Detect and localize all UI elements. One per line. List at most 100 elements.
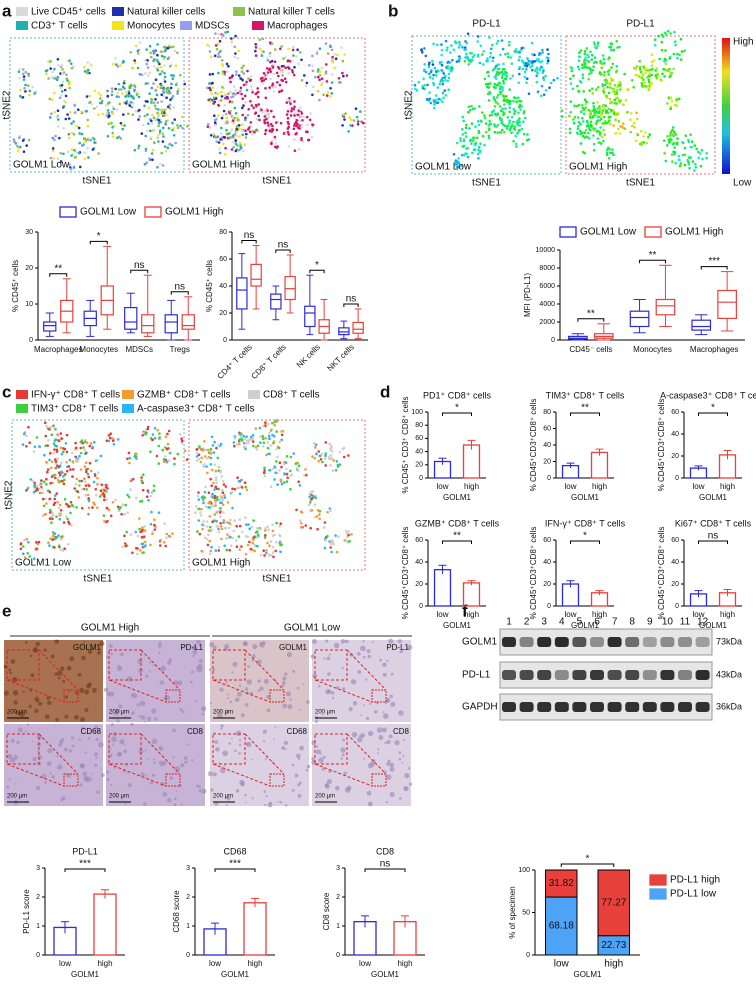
cell-point — [72, 468, 75, 471]
cell-point — [571, 70, 574, 73]
cell-point — [536, 71, 539, 74]
cell-point — [428, 91, 431, 94]
cell-point — [172, 46, 175, 49]
ihc-texture — [131, 693, 134, 696]
ihc-texture — [389, 792, 394, 797]
cell-point — [459, 44, 462, 47]
cell-point — [458, 46, 461, 49]
cell-point — [215, 511, 218, 514]
cell-point — [600, 66, 603, 69]
cell-point — [252, 438, 255, 441]
cell-point — [620, 99, 623, 102]
ihc-texture — [341, 639, 346, 644]
cell-point — [688, 163, 691, 166]
cell-point — [503, 82, 506, 85]
y-tick-label: 2000 — [539, 319, 555, 326]
cell-point — [534, 60, 537, 63]
cell-point — [487, 75, 490, 78]
cell-point — [210, 546, 213, 549]
cell-point — [298, 120, 301, 123]
cell-point — [653, 59, 656, 62]
cell-point — [126, 458, 129, 461]
ihc-texture — [104, 688, 109, 693]
cell-point — [234, 117, 237, 120]
cell-point — [105, 490, 108, 493]
cell-point — [214, 55, 217, 58]
cell-point — [241, 439, 244, 442]
cell-point — [54, 111, 57, 114]
cell-point — [293, 66, 296, 69]
cell-point — [518, 73, 521, 76]
ihc-texture — [160, 680, 164, 684]
cell-point — [597, 107, 600, 110]
cell-point — [99, 495, 102, 498]
cell-point — [331, 73, 334, 76]
cell-point — [665, 62, 668, 65]
cell-point — [271, 524, 274, 527]
cell-point — [443, 89, 446, 92]
cell-point — [218, 141, 221, 144]
cell-point — [331, 92, 334, 95]
cell-point — [569, 131, 572, 134]
blot-band — [625, 637, 639, 647]
cell-point — [524, 71, 527, 74]
cell-point — [136, 553, 139, 556]
cell-point — [328, 540, 331, 543]
cell-point — [331, 539, 334, 542]
cell-point — [609, 98, 612, 101]
cell-point — [619, 84, 622, 87]
cell-point — [635, 66, 638, 69]
map-label: GOLM1 Low — [13, 160, 70, 171]
cell-point — [430, 71, 433, 74]
cell-point — [267, 447, 270, 450]
ihc-texture — [282, 681, 286, 685]
cell-point — [539, 67, 542, 70]
cell-point — [296, 467, 299, 470]
cell-point — [278, 90, 281, 93]
cell-point — [448, 73, 451, 76]
cell-point — [209, 506, 212, 509]
cell-point — [494, 105, 497, 108]
blot-band — [520, 637, 534, 647]
cell-point — [280, 79, 283, 82]
cell-point — [171, 122, 174, 125]
cell-point — [473, 54, 476, 57]
cell-point — [157, 61, 160, 64]
cell-point — [428, 99, 431, 102]
cell-point — [153, 117, 156, 120]
cell-point — [47, 468, 50, 471]
y-tick-label: 40 — [219, 283, 227, 290]
cell-point — [676, 137, 679, 140]
cell-point — [43, 480, 46, 483]
cell-point — [62, 447, 65, 450]
cell-point — [220, 99, 223, 102]
cell-point — [87, 473, 90, 476]
bar — [94, 894, 116, 955]
cell-point — [156, 94, 159, 97]
ihc-texture — [386, 660, 388, 662]
cell-point — [215, 97, 218, 100]
cell-point — [344, 112, 347, 115]
cell-point — [221, 528, 224, 531]
cell-point — [529, 66, 532, 69]
cell-point — [43, 454, 46, 457]
ihc-texture — [404, 787, 407, 790]
cell-point — [233, 46, 236, 49]
cell-point — [129, 457, 132, 460]
y-axis-label: % CD45⁺ cells — [11, 260, 20, 312]
cell-point — [240, 435, 243, 438]
cell-point — [287, 110, 290, 113]
cell-point — [596, 121, 599, 124]
cell-point — [238, 518, 241, 521]
x-tick-label: high — [720, 482, 735, 491]
cell-point — [162, 78, 165, 81]
blot-band — [572, 702, 586, 712]
legend-swatch — [645, 227, 661, 237]
cell-point — [639, 68, 642, 71]
cell-point — [311, 509, 314, 512]
y-tick-label: 2 — [186, 894, 190, 901]
ihc-texture — [367, 649, 371, 653]
cell-point — [72, 461, 75, 464]
cell-point — [265, 549, 268, 552]
ihc-texture — [383, 673, 387, 677]
